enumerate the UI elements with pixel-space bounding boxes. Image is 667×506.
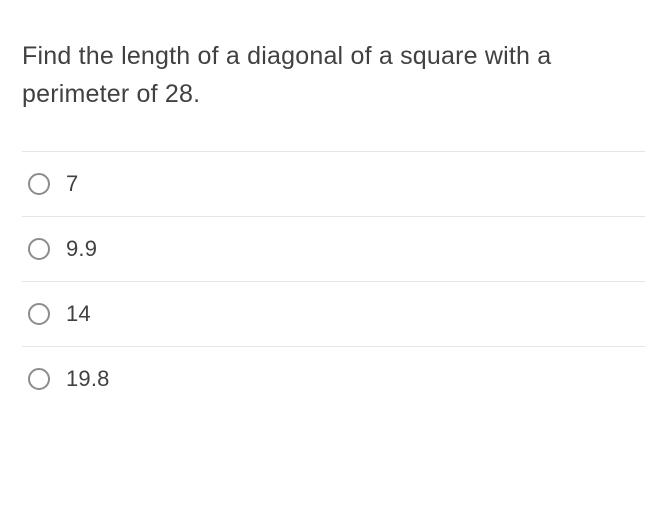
option-row[interactable]: 19.8 <box>22 347 645 411</box>
option-row[interactable]: 14 <box>22 282 645 347</box>
options-list: 7 9.9 14 19.8 <box>22 151 645 411</box>
option-row[interactable]: 9.9 <box>22 217 645 282</box>
option-label: 7 <box>66 171 78 197</box>
radio-button[interactable] <box>28 368 50 390</box>
question-text: Find the length of a diagonal of a squar… <box>22 38 645 113</box>
radio-button[interactable] <box>28 238 50 260</box>
option-label: 9.9 <box>66 236 97 262</box>
radio-button[interactable] <box>28 303 50 325</box>
radio-button[interactable] <box>28 173 50 195</box>
option-label: 14 <box>66 301 91 327</box>
option-label: 19.8 <box>66 366 110 392</box>
option-row[interactable]: 7 <box>22 152 645 217</box>
